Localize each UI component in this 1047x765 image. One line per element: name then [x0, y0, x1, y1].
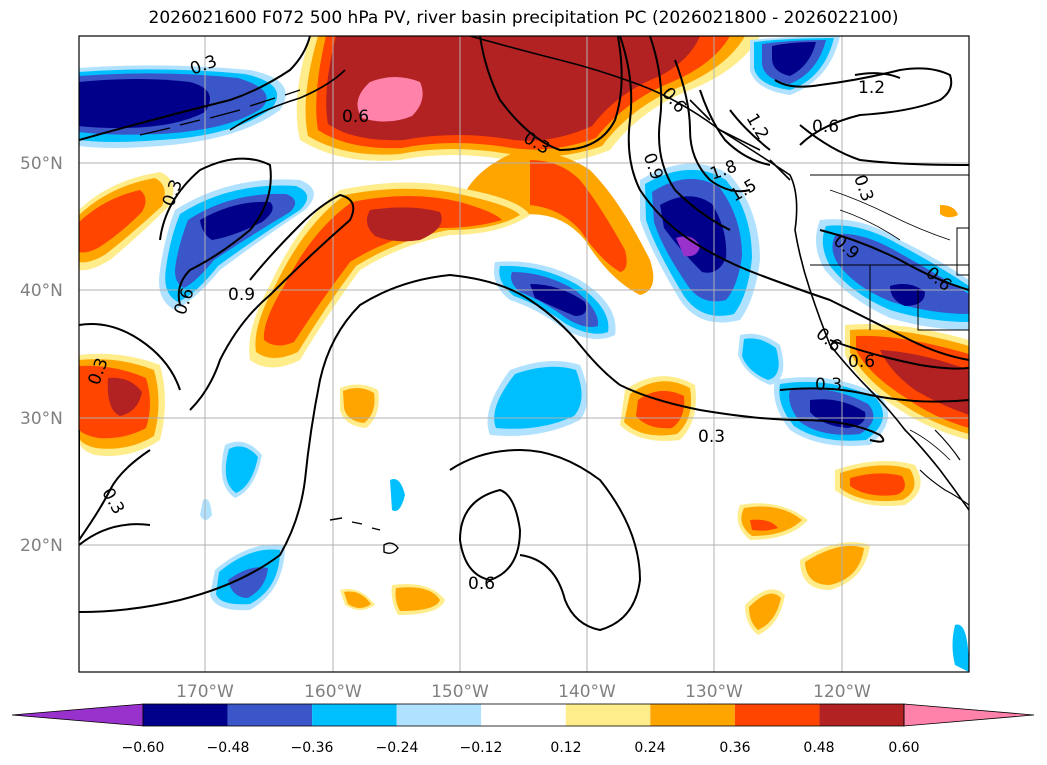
colorbar-segment: [396, 704, 482, 726]
lat-label: 50°N: [20, 154, 63, 174]
lat-label: 20°N: [20, 536, 63, 556]
colorbar-segment: [312, 704, 397, 726]
shaded-field: [79, 36, 969, 672]
colorbar-segments: [11, 703, 1035, 727]
colorbar-segment: [565, 704, 651, 726]
colorbar-ticks: −0.60 −0.48 −0.36 −0.24 −0.12 0.12 0.24 …: [122, 740, 920, 756]
colorbar-segment: [227, 704, 313, 726]
colorbar-segment: [819, 704, 904, 726]
contour-label: 0.3: [698, 427, 725, 447]
lon-label: 120°W: [813, 682, 871, 702]
lon-label: 150°W: [431, 682, 489, 702]
colorbar-tick-label: −0.60: [122, 740, 165, 756]
colorbar-tick-label: −0.12: [460, 740, 503, 756]
colorbar: −0.60 −0.48 −0.36 −0.24 −0.12 0.12 0.24 …: [11, 703, 1035, 756]
graticule: [79, 36, 969, 672]
colorbar-segment: [734, 704, 820, 726]
colorbar-segment: [481, 704, 566, 726]
longitude-labels: 170°W 160°W 150°W 140°W 130°W 120°W: [176, 682, 871, 702]
colorbar-tick-label: 0.48: [803, 740, 834, 756]
colorbar-tick-label: 0.36: [719, 740, 750, 756]
contour-label: 0.6: [812, 117, 839, 137]
lat-label: 30°N: [20, 409, 63, 429]
contour-label: 0.6: [848, 352, 875, 372]
contour-label: 0.3: [815, 375, 842, 395]
coastlines: [139, 36, 969, 555]
colorbar-tick-label: 0.60: [888, 740, 919, 756]
contour-label: 0.6: [468, 574, 495, 594]
colorbar-tick-label: −0.48: [207, 740, 250, 756]
hawaii: [329, 517, 399, 555]
map-frame: [78, 35, 970, 673]
lon-label: 130°W: [685, 682, 743, 702]
colorbar-segment: [650, 704, 735, 726]
colorbar-segment: [143, 704, 228, 726]
colorbar-extend-high: [903, 703, 1035, 727]
canada-border: [810, 174, 969, 331]
lon-label: 170°W: [176, 682, 234, 702]
colorbar-tick-label: −0.36: [291, 740, 334, 756]
map-title: 2026021600 F072 500 hPa PV, river basin …: [148, 8, 899, 28]
colorbar-extend-low: [11, 703, 144, 727]
contour-label: 0.6: [342, 107, 369, 127]
alaska-coast: [229, 36, 969, 511]
pv-contours: [79, 36, 969, 632]
colorbar-tick-label: 0.12: [550, 740, 581, 756]
aleutians: [139, 89, 301, 136]
colorbar-tick-label: 0.24: [634, 740, 665, 756]
lon-label: 160°W: [304, 682, 362, 702]
colorbar-border: [142, 703, 905, 727]
lon-label: 140°W: [558, 682, 616, 702]
latitude-labels: 50°N 40°N 30°N 20°N: [20, 154, 63, 556]
contour-label: 0.9: [228, 285, 255, 305]
colorbar-tick-label: −0.24: [376, 740, 419, 756]
map-content: 0.3 0.6 0.3 0.3 0.6 0.9 0.6 0.3 0.3 0.6 …: [79, 36, 969, 672]
contour-label: 1.2: [858, 78, 885, 98]
lat-label: 40°N: [20, 281, 63, 301]
